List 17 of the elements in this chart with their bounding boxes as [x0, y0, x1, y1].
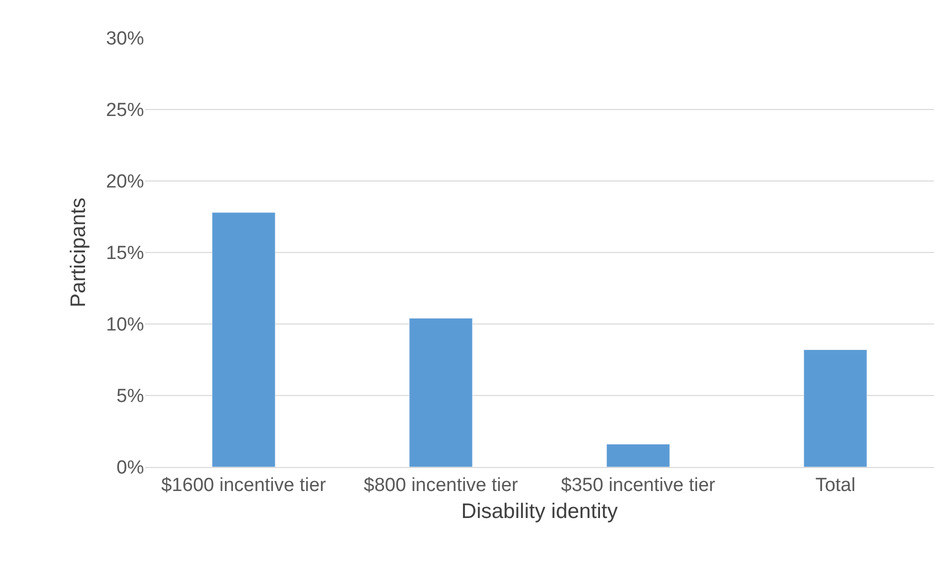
y-tick-label: 5%: [116, 386, 144, 408]
x-tick-label: $800 incentive tier: [364, 474, 519, 496]
bar: [804, 349, 868, 467]
y-tick-label: 10%: [106, 314, 144, 336]
x-tick-label: Total: [815, 474, 856, 496]
y-tick-label: 15%: [106, 243, 144, 264]
y-tick-label: 25%: [106, 100, 144, 122]
x-axis-title: Disability identity: [461, 500, 618, 523]
bar: [409, 318, 473, 467]
bar: [606, 444, 670, 467]
x-tick-label: $350 incentive tier: [561, 474, 716, 496]
x-tick-label: $1600 incentive tier: [161, 474, 327, 496]
y-tick-label: 0%: [116, 458, 144, 479]
y-tick-label: 30%: [106, 28, 144, 50]
y-axis-title: Participants: [67, 198, 90, 308]
y-tick-label: 20%: [106, 172, 144, 193]
bar: [212, 212, 276, 467]
